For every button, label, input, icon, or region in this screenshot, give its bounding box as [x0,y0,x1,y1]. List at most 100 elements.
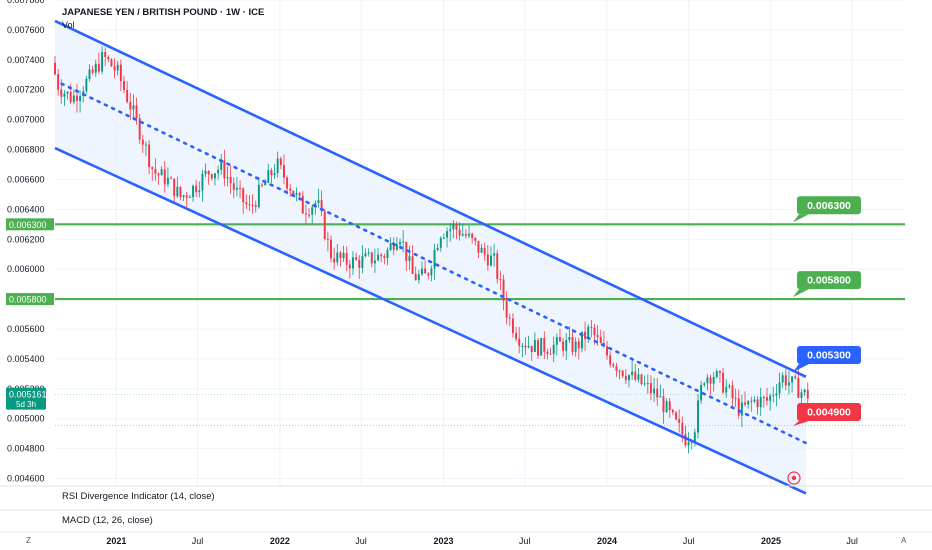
macd-indicator-label[interactable]: MACD (12, 26, close) [62,515,153,526]
candle-down [599,336,602,344]
rsi-indicator-label[interactable]: RSI Divergence Indicator (14, close) [62,491,215,502]
candle-down [355,257,358,260]
candle-up [430,268,433,276]
candle-down [69,91,72,103]
candle-up [66,91,69,94]
candle-up [264,182,267,186]
indicator-panes [0,485,932,533]
candle-up [317,200,320,203]
candle-up [204,170,207,174]
candle-down [370,252,373,264]
candle-up [367,252,370,254]
candle-down [593,327,596,336]
candle-down [348,264,351,269]
candle-up [521,345,524,347]
horizontal-levels [55,223,905,426]
price-tick-label: 0.006400 [7,204,45,214]
candle-up [740,402,743,416]
candle-up [480,247,483,253]
auto-scale-button[interactable]: A [901,536,907,545]
callout-label: 0.005800 [807,275,851,287]
candle-up [803,389,806,393]
time-tick-label: Jul [192,536,204,546]
candle-down [292,190,295,195]
candle-up [176,186,179,197]
level-axis-tag [6,218,54,231]
candle-up [725,386,728,393]
candle-down [185,195,188,198]
candle-down [270,169,273,176]
candle-down [210,174,213,179]
candle-down [308,214,311,216]
candle-up [88,69,91,79]
candle-up [665,401,668,413]
candle-down [502,279,505,301]
candle-down [323,211,326,239]
candle-down [405,241,408,261]
candle-up [192,185,194,197]
candle-down [261,184,263,186]
callout-label: 0.004900 [807,407,851,419]
price-tick-label: 0.005400 [7,354,45,364]
candle-up [461,234,464,236]
level-axis-tag-text: 0.006300 [9,220,47,230]
candle-down [794,376,797,379]
candle-down [656,388,659,398]
candle-up [267,169,270,183]
callout-pointer [793,289,809,298]
candle-up [693,432,696,442]
candle-down [505,300,508,318]
candle-up [342,252,345,258]
candle-down [684,434,687,446]
candle-down [612,364,615,367]
candle-down [60,89,63,97]
candle-down [590,326,593,328]
candle-up [276,158,279,173]
candle-up [775,393,778,396]
candle-down [286,177,289,189]
candle-down [537,340,539,356]
candle-up [72,95,75,103]
candle-up [63,93,66,97]
candle-down [515,333,518,339]
candle-down [562,341,565,351]
candle-down [649,383,652,394]
candle-down [546,351,549,354]
candle-up [446,231,449,238]
candle-down [97,63,100,72]
candle-down [148,144,151,168]
price-tick-label: 0.007600 [7,25,45,35]
candle-down [427,273,430,276]
candle-up [213,173,216,179]
candle-up [618,370,621,372]
candle-down [242,188,245,203]
callout-box [797,271,861,290]
zoom-button[interactable]: Z [26,536,31,545]
volume-label: Vol [62,20,75,30]
candle-down [671,409,674,413]
candle-up [399,242,401,245]
candle-up [700,384,703,401]
candle-up [580,331,583,349]
candle-up [160,169,163,176]
candle-down [107,56,110,60]
candle-down [424,268,427,274]
candle-up [527,345,530,348]
candle-down [511,318,514,334]
candle-down [110,59,113,67]
candle-down [606,346,609,356]
candle-up [377,254,380,261]
channel-fill [55,20,806,494]
candle-down [455,224,458,230]
candle-down [304,213,307,215]
candle-up [132,105,135,110]
candle-up [493,253,496,256]
channel-mid-dotted-line [60,82,810,446]
callout-pointer [793,364,809,372]
candle-down [411,256,414,274]
candle-up [336,252,339,263]
candle-down [383,256,386,259]
candle-down [634,371,637,380]
candle-down [668,401,671,410]
